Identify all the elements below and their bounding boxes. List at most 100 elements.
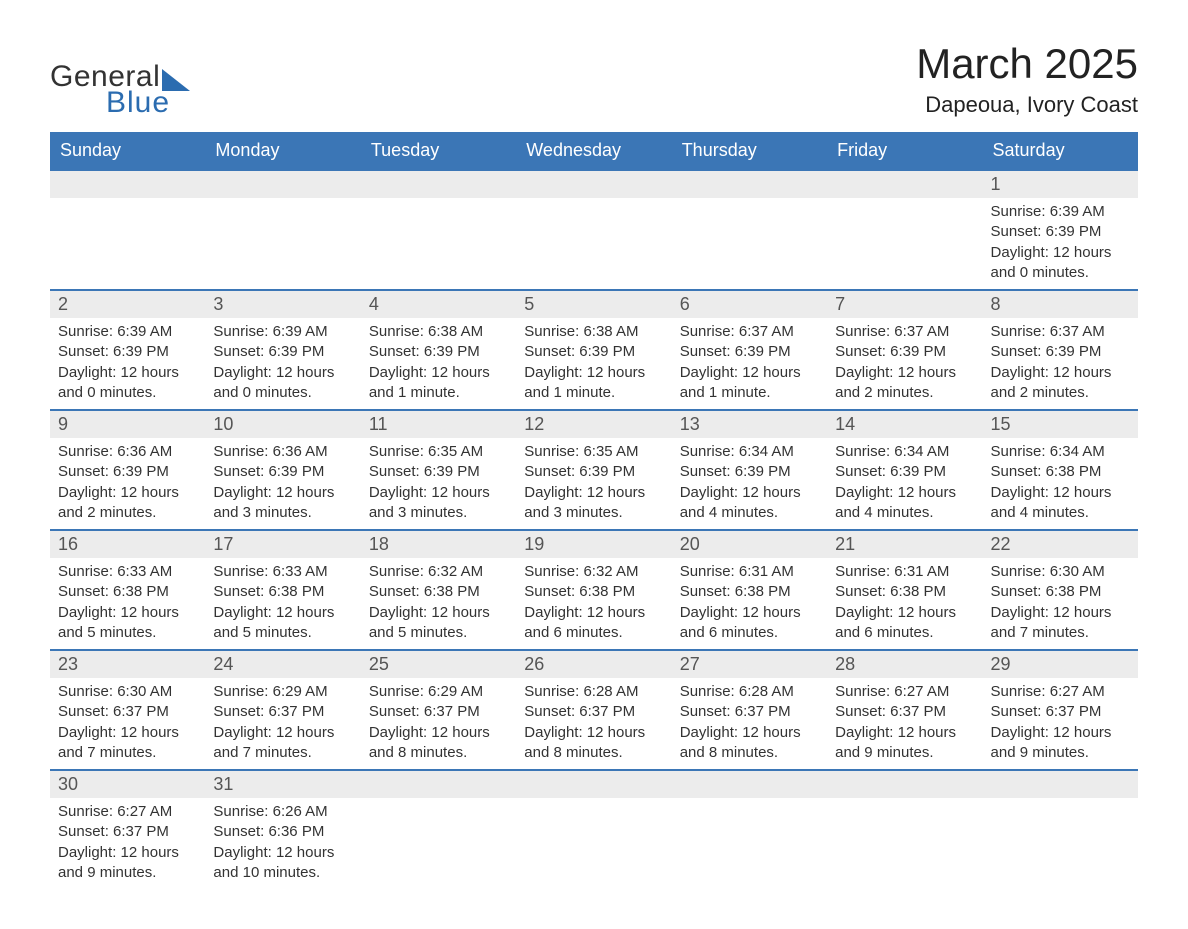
brand-logo: General Blue (50, 60, 190, 120)
daylight-line: Daylight: 12 hours and 4 minutes. (991, 484, 1112, 521)
day-info-cell (983, 798, 1138, 889)
sunrise-line: Sunrise: 6:34 AM (680, 443, 794, 460)
day-number-cell: 27 (672, 650, 827, 678)
sunset-line: Sunset: 6:38 PM (524, 583, 635, 600)
day-number-cell: 8 (983, 290, 1138, 318)
sunset-line: Sunset: 6:37 PM (524, 703, 635, 720)
day-number-cell: 29 (983, 650, 1138, 678)
daylight-line: Daylight: 12 hours and 7 minutes. (991, 604, 1112, 641)
sunrise-line: Sunrise: 6:34 AM (835, 443, 949, 460)
sunset-line: Sunset: 6:39 PM (835, 343, 946, 360)
daylight-line: Daylight: 12 hours and 0 minutes. (213, 364, 334, 401)
day-info-cell: Sunrise: 6:35 AMSunset: 6:39 PMDaylight:… (516, 438, 671, 530)
calendar-body: 1Sunrise: 6:39 AMSunset: 6:39 PMDaylight… (50, 170, 1138, 889)
day-number-cell: 25 (361, 650, 516, 678)
daylight-line: Daylight: 12 hours and 1 minute. (680, 364, 801, 401)
day-number-cell: 20 (672, 530, 827, 558)
sunset-line: Sunset: 6:37 PM (58, 823, 169, 840)
day-info-cell: Sunrise: 6:34 AMSunset: 6:39 PMDaylight:… (827, 438, 982, 530)
sunrise-line: Sunrise: 6:27 AM (58, 803, 172, 820)
sunrise-line: Sunrise: 6:32 AM (369, 563, 483, 580)
sunset-line: Sunset: 6:39 PM (369, 343, 480, 360)
daylight-line: Daylight: 12 hours and 5 minutes. (369, 604, 490, 641)
day-info-cell (827, 798, 982, 889)
sunset-line: Sunset: 6:39 PM (991, 343, 1102, 360)
day-info-cell: Sunrise: 6:39 AMSunset: 6:39 PMDaylight:… (205, 318, 360, 410)
sunrise-line: Sunrise: 6:30 AM (991, 563, 1105, 580)
day-info-row: Sunrise: 6:27 AMSunset: 6:37 PMDaylight:… (50, 798, 1138, 889)
daylight-line: Daylight: 12 hours and 6 minutes. (680, 604, 801, 641)
day-number-row: 3031 (50, 770, 1138, 798)
day-info-cell: Sunrise: 6:39 AMSunset: 6:39 PMDaylight:… (50, 318, 205, 410)
sunrise-line: Sunrise: 6:27 AM (835, 683, 949, 700)
daylight-line: Daylight: 12 hours and 3 minutes. (369, 484, 490, 521)
daylight-line: Daylight: 12 hours and 5 minutes. (213, 604, 334, 641)
sunset-line: Sunset: 6:37 PM (991, 703, 1102, 720)
title-block: March 2025 Dapeoua, Ivory Coast (916, 40, 1138, 118)
weekday-header: Friday (827, 132, 982, 170)
daylight-line: Daylight: 12 hours and 8 minutes. (680, 724, 801, 761)
header: General Blue March 2025 Dapeoua, Ivory C… (50, 40, 1138, 120)
sunrise-line: Sunrise: 6:30 AM (58, 683, 172, 700)
sunrise-line: Sunrise: 6:39 AM (213, 323, 327, 340)
weekday-header: Sunday (50, 132, 205, 170)
sunset-line: Sunset: 6:39 PM (524, 463, 635, 480)
day-number-cell: 31 (205, 770, 360, 798)
sunrise-line: Sunrise: 6:37 AM (680, 323, 794, 340)
day-info-cell: Sunrise: 6:29 AM Sunset: 6:37 PM Daylight:… (361, 678, 516, 770)
sunrise-line: Sunrise: 6:31 AM (835, 563, 949, 580)
day-info-cell: Sunrise: 6:31 AMSunset: 6:38 PMDaylight:… (672, 558, 827, 650)
day-number-cell (672, 170, 827, 198)
day-number-cell: 9 (50, 410, 205, 438)
day-info-cell: Sunrise: 6:38 AMSunset: 6:39 PMDaylight:… (516, 318, 671, 410)
day-info-cell: Sunrise: 6:31 AMSunset: 6:38 PMDaylight:… (827, 558, 982, 650)
day-number-cell: 5 (516, 290, 671, 318)
day-info-cell: Sunrise: 6:38 AMSunset: 6:39 PMDaylight:… (361, 318, 516, 410)
daylight-line: Daylight: 12 hours and 2 minutes. (835, 364, 956, 401)
sunset-line: Sunset: 6:39 PM (58, 343, 169, 360)
daylight-line: Daylight: 12 hours and 6 minutes. (524, 604, 645, 641)
sunset-line: Sunset: 6:37 PM (213, 703, 324, 720)
day-info-cell (827, 198, 982, 290)
weekday-header: Wednesday (516, 132, 671, 170)
day-number-cell: 11 (361, 410, 516, 438)
sunset-line: Sunset: 6:37 PM (680, 703, 791, 720)
sunset-line: Sunset: 6:37 PM (835, 703, 946, 720)
day-info-row: Sunrise: 6:39 AMSunset: 6:39 PMDaylight:… (50, 198, 1138, 290)
sunset-line: Sunset: 6:39 PM (369, 463, 480, 480)
daylight-line: Daylight: 12 hours and 1 minute. (524, 364, 645, 401)
sunset-line: Sunset: 6:39 PM (680, 343, 791, 360)
day-info-cell: Sunrise: 6:36 AMSunset: 6:39 PMDaylight:… (205, 438, 360, 530)
day-info-cell: Sunrise: 6:34 AMSunset: 6:38 PMDaylight:… (983, 438, 1138, 530)
sunrise-line: Sunrise: 6:28 AM (680, 683, 794, 700)
day-number-row: 9101112131415 (50, 410, 1138, 438)
daylight-line: Daylight: 12 hours and 4 minutes. (680, 484, 801, 521)
day-number-cell: 19 (516, 530, 671, 558)
day-number-cell (516, 170, 671, 198)
day-info-cell: Sunrise: 6:26 AMSunset: 6:36 PMDaylight:… (205, 798, 360, 889)
daylight-line: Daylight: 12 hours and 2 minutes. (991, 364, 1112, 401)
day-number-cell: 28 (827, 650, 982, 678)
day-number-cell: 12 (516, 410, 671, 438)
day-info-cell: Sunrise: 6:28 AMSunset: 6:37 PMDaylight:… (516, 678, 671, 770)
day-number-cell: 3 (205, 290, 360, 318)
daylight-line: Daylight: 12 hours and 8 minutes. (369, 724, 490, 761)
day-number-cell (50, 170, 205, 198)
day-number-cell (205, 170, 360, 198)
sunrise-line: Sunrise: 6:26 AM (213, 803, 327, 820)
sunset-line: Sunset: 6:38 PM (835, 583, 946, 600)
day-number-row: 2345678 (50, 290, 1138, 318)
day-number-cell: 6 (672, 290, 827, 318)
sunrise-line: Sunrise: 6:35 AM (369, 443, 483, 460)
daylight-line: Daylight: 12 hours and 5 minutes. (58, 604, 179, 641)
day-number-cell: 24 (205, 650, 360, 678)
sunset-line: Sunset: 6:37 PM (369, 703, 480, 720)
sunrise-line: Sunrise: 6:29 AM (369, 683, 483, 700)
weekday-header: Thursday (672, 132, 827, 170)
day-info-cell (672, 798, 827, 889)
day-info-cell: Sunrise: 6:27 AMSunset: 6:37 PMDaylight:… (50, 798, 205, 889)
day-info-cell: Sunrise: 6:30 AMSunset: 6:38 PMDaylight:… (983, 558, 1138, 650)
sunrise-line: Sunrise: 6:35 AM (524, 443, 638, 460)
sunrise-line: Sunrise: 6:38 AM (369, 323, 483, 340)
day-number-cell: 10 (205, 410, 360, 438)
